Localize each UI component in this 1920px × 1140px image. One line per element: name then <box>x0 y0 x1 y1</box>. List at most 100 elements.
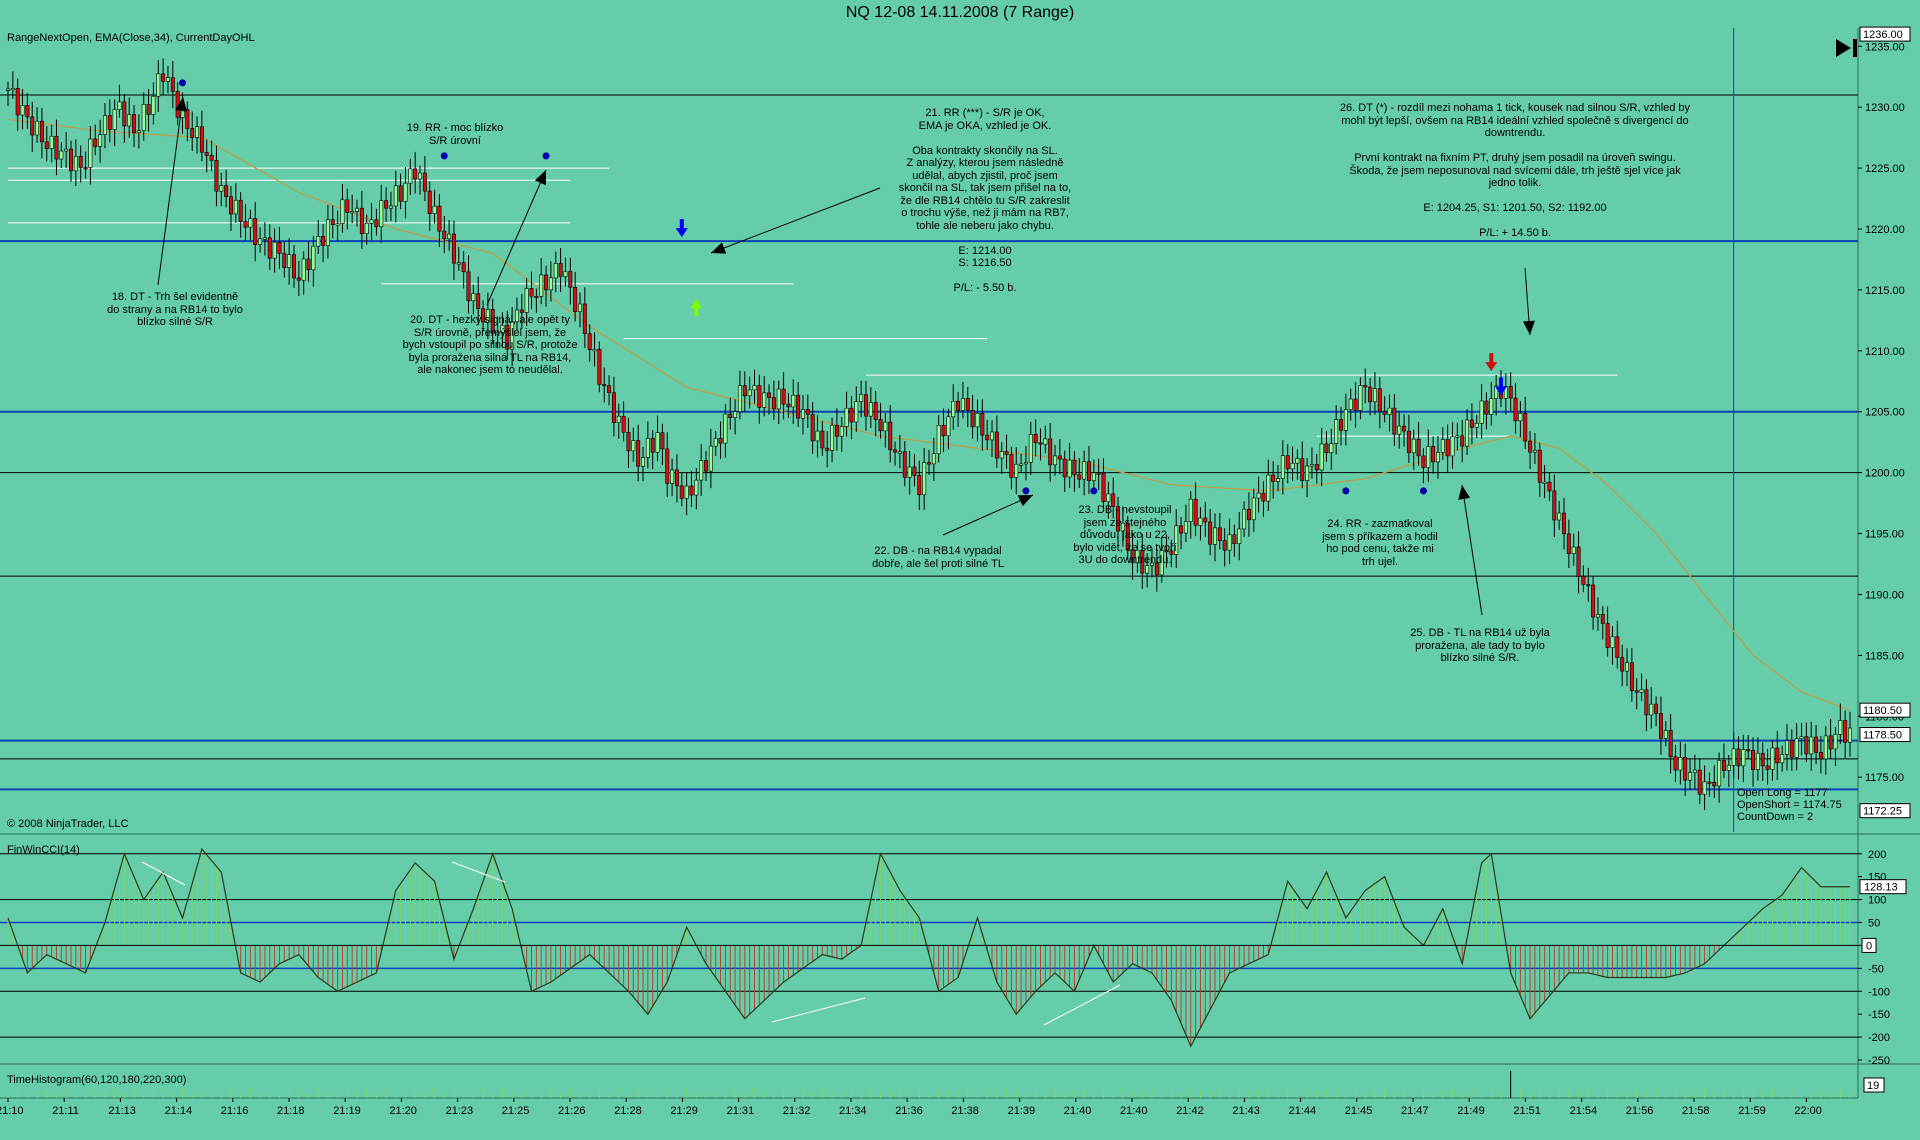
candle-body <box>1411 438 1416 454</box>
candle-body <box>771 397 776 410</box>
candle-body <box>1702 781 1707 795</box>
candle-body <box>1513 397 1518 422</box>
current-price-box-3 <box>1859 803 1911 819</box>
candle-body <box>1634 690 1639 693</box>
candle-body <box>1004 451 1009 455</box>
candle-body <box>505 324 510 350</box>
signal-arrow-up-head-3 <box>690 299 703 309</box>
candle-body <box>1217 527 1222 541</box>
candle-body <box>936 425 941 455</box>
candle-body <box>931 453 936 465</box>
candle-body <box>301 258 306 281</box>
annotation-arrow-0 <box>157 96 184 286</box>
candle-body <box>1358 385 1363 411</box>
candle-body <box>776 388 781 410</box>
candle-body <box>1145 565 1150 574</box>
candle-body <box>267 237 272 259</box>
candle-body <box>1183 521 1188 534</box>
candle-body <box>990 431 995 441</box>
candle-body <box>1130 549 1135 564</box>
candle-body <box>1387 407 1392 415</box>
candle-body <box>1300 458 1305 481</box>
candle-body <box>728 413 733 418</box>
candle-body <box>825 447 830 451</box>
candle-body <box>689 485 694 496</box>
candle-body <box>1019 463 1024 466</box>
candle-body <box>190 128 195 138</box>
candle-body <box>88 138 93 168</box>
candle-body <box>1203 517 1208 523</box>
candle-body <box>863 394 868 417</box>
candle-body <box>1198 517 1203 526</box>
candle-body <box>1077 474 1082 480</box>
skip-to-end-icon[interactable] <box>1834 36 1860 60</box>
candle-body <box>514 309 519 323</box>
candle-body <box>1494 385 1499 399</box>
candle-body <box>1518 412 1523 422</box>
candle-body <box>922 462 927 496</box>
candle-body <box>733 411 738 418</box>
candle-body <box>69 148 74 172</box>
candle-body <box>941 425 946 437</box>
time-tick-label-29: 21:56 <box>1626 1105 1654 1117</box>
candle-body <box>1014 463 1019 478</box>
cci-divergence-line-0 <box>141 861 186 886</box>
cci-tick-label-7: 100 <box>1868 895 1886 907</box>
candle-body <box>442 230 447 240</box>
candle-body <box>1290 462 1295 470</box>
time-tick-label-4: 21:16 <box>221 1105 249 1117</box>
candle-body <box>335 223 340 226</box>
cci-tick-label-1: -200 <box>1868 1032 1890 1044</box>
time-tick-label-6: 21:19 <box>333 1105 361 1117</box>
candle-body <box>960 398 965 411</box>
candle-body <box>859 394 864 402</box>
candle-body <box>524 288 529 313</box>
cci-tick-label-0: -250 <box>1868 1055 1890 1067</box>
candle-body <box>1091 472 1096 481</box>
time-histogram-current-label: 19 <box>1867 1080 1879 1092</box>
candle-body <box>1528 440 1533 453</box>
candle-body <box>291 254 296 279</box>
candle-body <box>670 469 675 484</box>
candle-body <box>781 388 786 405</box>
candle-body <box>422 172 427 192</box>
candle-body <box>461 262 466 273</box>
candle-body <box>98 134 103 147</box>
candle-body <box>1188 498 1193 522</box>
candle-body <box>1455 435 1460 438</box>
price-tick-label-11: 1230.00 <box>1865 102 1905 114</box>
candle-body <box>912 466 917 476</box>
candle-body <box>1571 546 1576 555</box>
candle-body <box>10 88 15 91</box>
candle-body <box>1775 747 1780 764</box>
candle-body <box>1532 449 1537 453</box>
candle-body <box>456 262 461 265</box>
candle-body <box>1334 419 1339 444</box>
candle-body <box>1804 736 1809 755</box>
order-info-open-short: OpenShort = 1174.75 <box>1737 799 1842 811</box>
candle-body <box>1421 455 1426 468</box>
candle-body <box>1256 492 1261 499</box>
candle-body <box>1450 436 1455 457</box>
candle-body <box>1120 522 1125 532</box>
ema-line <box>7 118 1851 711</box>
candle-body <box>1435 451 1440 463</box>
candle-body <box>674 469 679 487</box>
candle-body <box>786 403 791 408</box>
candle-body <box>1237 528 1242 544</box>
candle-body <box>975 412 980 428</box>
candle-body <box>146 104 151 115</box>
candle-body <box>1809 736 1814 755</box>
candle-body <box>136 130 141 134</box>
candle-body <box>161 73 166 82</box>
candle-body <box>1314 464 1319 471</box>
candle-body <box>195 126 200 138</box>
candle-body <box>1557 512 1562 521</box>
candle-body <box>645 438 650 458</box>
candle-body <box>1426 446 1431 468</box>
candle-body <box>529 288 534 297</box>
candle-body <box>539 274 544 297</box>
candle-body <box>1707 781 1712 784</box>
candle-body <box>723 413 728 444</box>
